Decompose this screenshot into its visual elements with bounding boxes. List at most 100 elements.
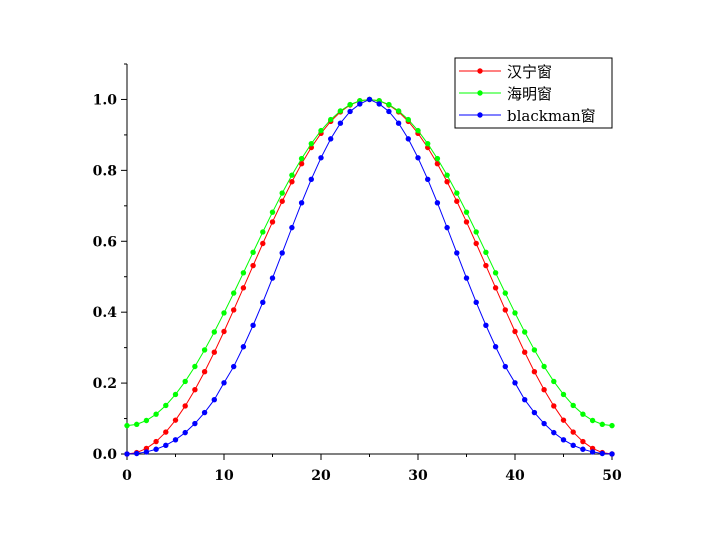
x-tick-label: 40 [505,468,525,484]
data-point [308,140,314,147]
data-point [454,198,460,204]
series-line [126,98,613,455]
data-point [589,417,596,424]
data-point [444,179,450,185]
y-tick-label: 0.8 [93,163,117,179]
data-point [522,329,528,335]
data-point [560,437,567,443]
series-line [126,98,613,427]
data-point [172,417,179,423]
data-point [240,344,247,350]
data-point [269,219,276,225]
data-point [454,190,460,196]
data-point [124,451,130,457]
data-point [231,363,237,370]
data-point [492,344,499,350]
data-point [163,429,169,435]
data-point [531,409,538,416]
data-point [289,224,295,231]
data-point [221,380,227,386]
data-point [551,403,557,409]
series-2 [124,96,615,429]
data-point [279,250,285,256]
x-tick-label: 10 [214,468,234,484]
data-point [541,420,547,427]
data-point [221,310,227,316]
data-point [454,250,460,256]
data-point [182,378,188,385]
data-point [415,127,421,134]
data-point [425,140,431,147]
data-point [260,240,266,247]
data-point [473,240,479,247]
data-point [395,108,402,114]
data-point [337,108,344,114]
data-point [172,437,179,443]
series-lines [124,96,615,457]
data-point [221,328,227,335]
data-point [473,299,479,306]
data-point [551,378,557,385]
data-point [609,451,615,457]
data-point [192,363,198,370]
data-point [522,349,528,355]
data-point [560,417,567,423]
data-point [250,249,256,255]
data-point [502,290,508,296]
data-point [434,155,441,162]
data-point [483,249,489,255]
data-point [289,172,295,178]
data-point [357,101,363,107]
data-point [298,161,305,167]
data-point [599,421,605,428]
legend-label: 海明窗 [507,85,552,103]
data-point [415,155,421,161]
data-point [347,108,353,115]
legend-label: blackman窗 [507,107,596,125]
data-point [502,363,508,370]
data-point [366,96,373,103]
y-tick-label: 0.0 [93,447,118,463]
data-point [541,387,547,393]
data-point [289,179,295,185]
data-point [308,176,314,182]
data-point [512,380,518,386]
data-point [172,391,179,398]
data-point [318,127,324,134]
data-point [386,101,392,108]
data-point [269,275,276,281]
data-point [211,397,217,403]
y-tick-label: 0.2 [93,376,117,392]
data-point [231,307,237,313]
legend-marker [477,90,483,96]
data-point [182,429,188,436]
data-point [153,438,159,445]
data-point [318,155,324,161]
data-point [570,429,576,435]
x-tick-label: 30 [408,468,428,484]
data-point [522,397,528,403]
data-point [434,200,441,206]
data-point [211,329,217,335]
data-point [541,363,547,370]
data-point [328,116,334,123]
data-point [502,307,508,313]
data-point [560,391,567,398]
data-point [143,449,150,455]
legend-label: 汉宁窗 [507,63,552,81]
x-tick-label: 50 [602,468,622,484]
data-point [298,200,305,206]
data-point [463,275,470,281]
data-point [444,224,450,231]
data-point [492,270,499,276]
data-point [405,116,411,123]
data-point [201,347,208,353]
data-point [405,136,411,142]
x-tick-label: 0 [122,468,132,484]
data-point [201,409,208,416]
data-point [240,285,247,291]
data-point [201,369,208,375]
data-point [463,219,470,225]
data-point [444,172,450,178]
data-point [143,417,150,424]
